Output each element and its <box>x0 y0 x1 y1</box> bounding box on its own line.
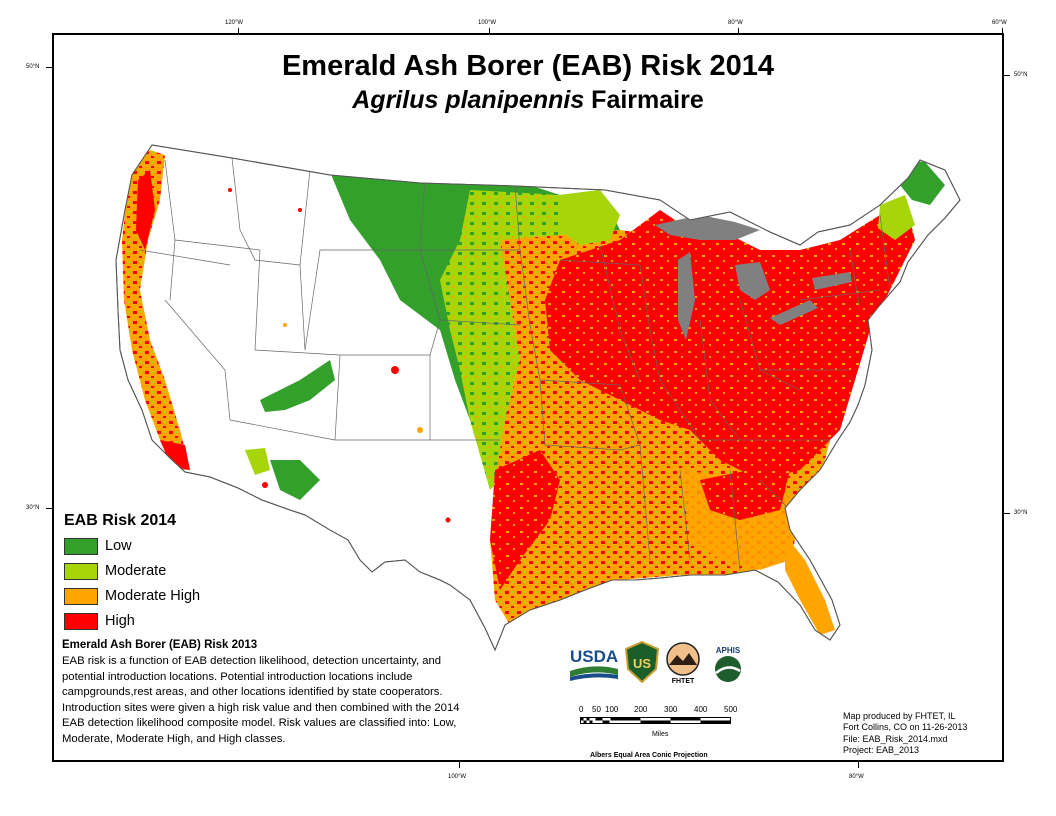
scale-label: 200 <box>634 705 648 714</box>
graticule-tick <box>489 28 490 34</box>
graticule-label-100w-top: 100°W <box>478 20 497 26</box>
credit-line: Fort Collins, CO on 11-26-2013 <box>843 722 968 733</box>
risk-zone-low-utah <box>260 360 335 412</box>
risk-zone-moderate-ne <box>878 195 915 240</box>
map-title: Emerald Ash Borer (EAB) Risk 2014 <box>281 50 775 82</box>
fhtet-logo: FHTET <box>666 642 700 685</box>
legend-swatch-low <box>64 538 98 555</box>
usda-logo: USDA <box>570 647 618 681</box>
legend-swatch-moderate-high <box>64 588 98 605</box>
graticule-tick <box>459 762 460 768</box>
fhtet-logo-text: FHTET <box>672 678 695 685</box>
description-title: Emerald Ash Borer (EAB) Risk 2013 <box>62 639 258 651</box>
scale-label: 100 <box>605 705 619 714</box>
graticule-label-80w-bottom: 80°W <box>849 774 864 780</box>
legend-label: Moderate <box>105 563 167 579</box>
credit-line: File: EAB_Risk_2014.mxd <box>843 733 948 744</box>
usda-logo-text: USDA <box>570 647 618 666</box>
scale-unit: Miles <box>652 731 669 738</box>
graticule-tick <box>46 508 52 509</box>
graticule-label-50n-left: 50°N <box>26 64 40 70</box>
aphis-logo-text: APHIS <box>716 646 741 655</box>
lake-erie <box>770 300 818 325</box>
graticule-tick <box>1004 75 1010 76</box>
risk-zone-michigan <box>696 250 735 315</box>
description-text: EAB risk is a function of EAB detection … <box>62 655 460 745</box>
risk-zone-moderate-mn <box>560 190 620 245</box>
graticule-tick <box>1004 513 1010 514</box>
forest-service-shield-text: US <box>633 656 651 671</box>
risk-zone-low-arizona <box>270 460 320 500</box>
risk-zone-high-oregon <box>136 170 155 250</box>
species-name: Agrilus planipennis <box>352 86 585 114</box>
graticule-label-80w-top: 80°W <box>728 20 743 26</box>
projection-label: Albers Equal Area Conic Projection <box>590 752 708 759</box>
legend-title: EAB Risk 2014 <box>64 512 177 529</box>
graticule-tick <box>46 67 52 68</box>
graticule-tick <box>238 28 239 34</box>
forest-service-shield-icon: US <box>624 641 660 683</box>
scale-label: 300 <box>664 705 678 714</box>
risk-zone-florida <box>785 535 835 635</box>
risk-zone-high-southeast <box>700 470 790 520</box>
lake-ontario <box>812 272 852 290</box>
lake-michigan <box>678 252 695 340</box>
lake-superior <box>655 215 760 240</box>
graticule-label-100w-bottom: 100°W <box>448 774 467 780</box>
risk-zone-moderate-arizona <box>245 448 270 475</box>
credits-block: Map produced by FHTET, IL Fort Collins, … <box>843 711 967 757</box>
risk-zone-high-socal <box>160 440 190 470</box>
graticule-tick <box>858 762 859 768</box>
credit-line: Project: EAB_2013 <box>843 745 920 756</box>
scale-label: 50 <box>592 705 601 714</box>
graticule-label-50n-right: 50°N <box>1014 72 1028 78</box>
graticule-label-60w: 60°W <box>992 20 1007 26</box>
risk-zone-high-east <box>545 200 915 480</box>
graticule-label-30n-right: 30°N <box>1014 510 1028 516</box>
risk-layer <box>122 150 945 635</box>
legend-label: High <box>105 613 135 629</box>
aphis-logo: APHIS <box>715 646 741 682</box>
graticule-label-30n-left: 30°N <box>26 505 40 511</box>
legend-label: Moderate High <box>105 588 201 604</box>
species-author: Fairmaire <box>584 86 704 114</box>
legend-label: Low <box>105 538 132 554</box>
lake-huron <box>735 262 770 300</box>
scale-label: 0 <box>579 705 584 714</box>
scale-label: 400 <box>694 705 708 714</box>
legend-swatch-high <box>64 613 98 630</box>
graticule-tick <box>738 28 739 34</box>
scale-label: 500 <box>724 705 738 714</box>
state-boundaries <box>139 157 891 571</box>
legend-swatch-moderate <box>64 563 98 580</box>
graticule-tick <box>1002 28 1003 34</box>
risk-zone-high-texas <box>490 450 560 590</box>
graticule-label-120w: 120°W <box>225 20 244 26</box>
map-subtitle: Agrilus planipennis Fairmaire <box>0 86 1056 115</box>
credit-line: Map produced by FHTET, IL <box>843 711 956 721</box>
scale-bar <box>580 717 731 724</box>
